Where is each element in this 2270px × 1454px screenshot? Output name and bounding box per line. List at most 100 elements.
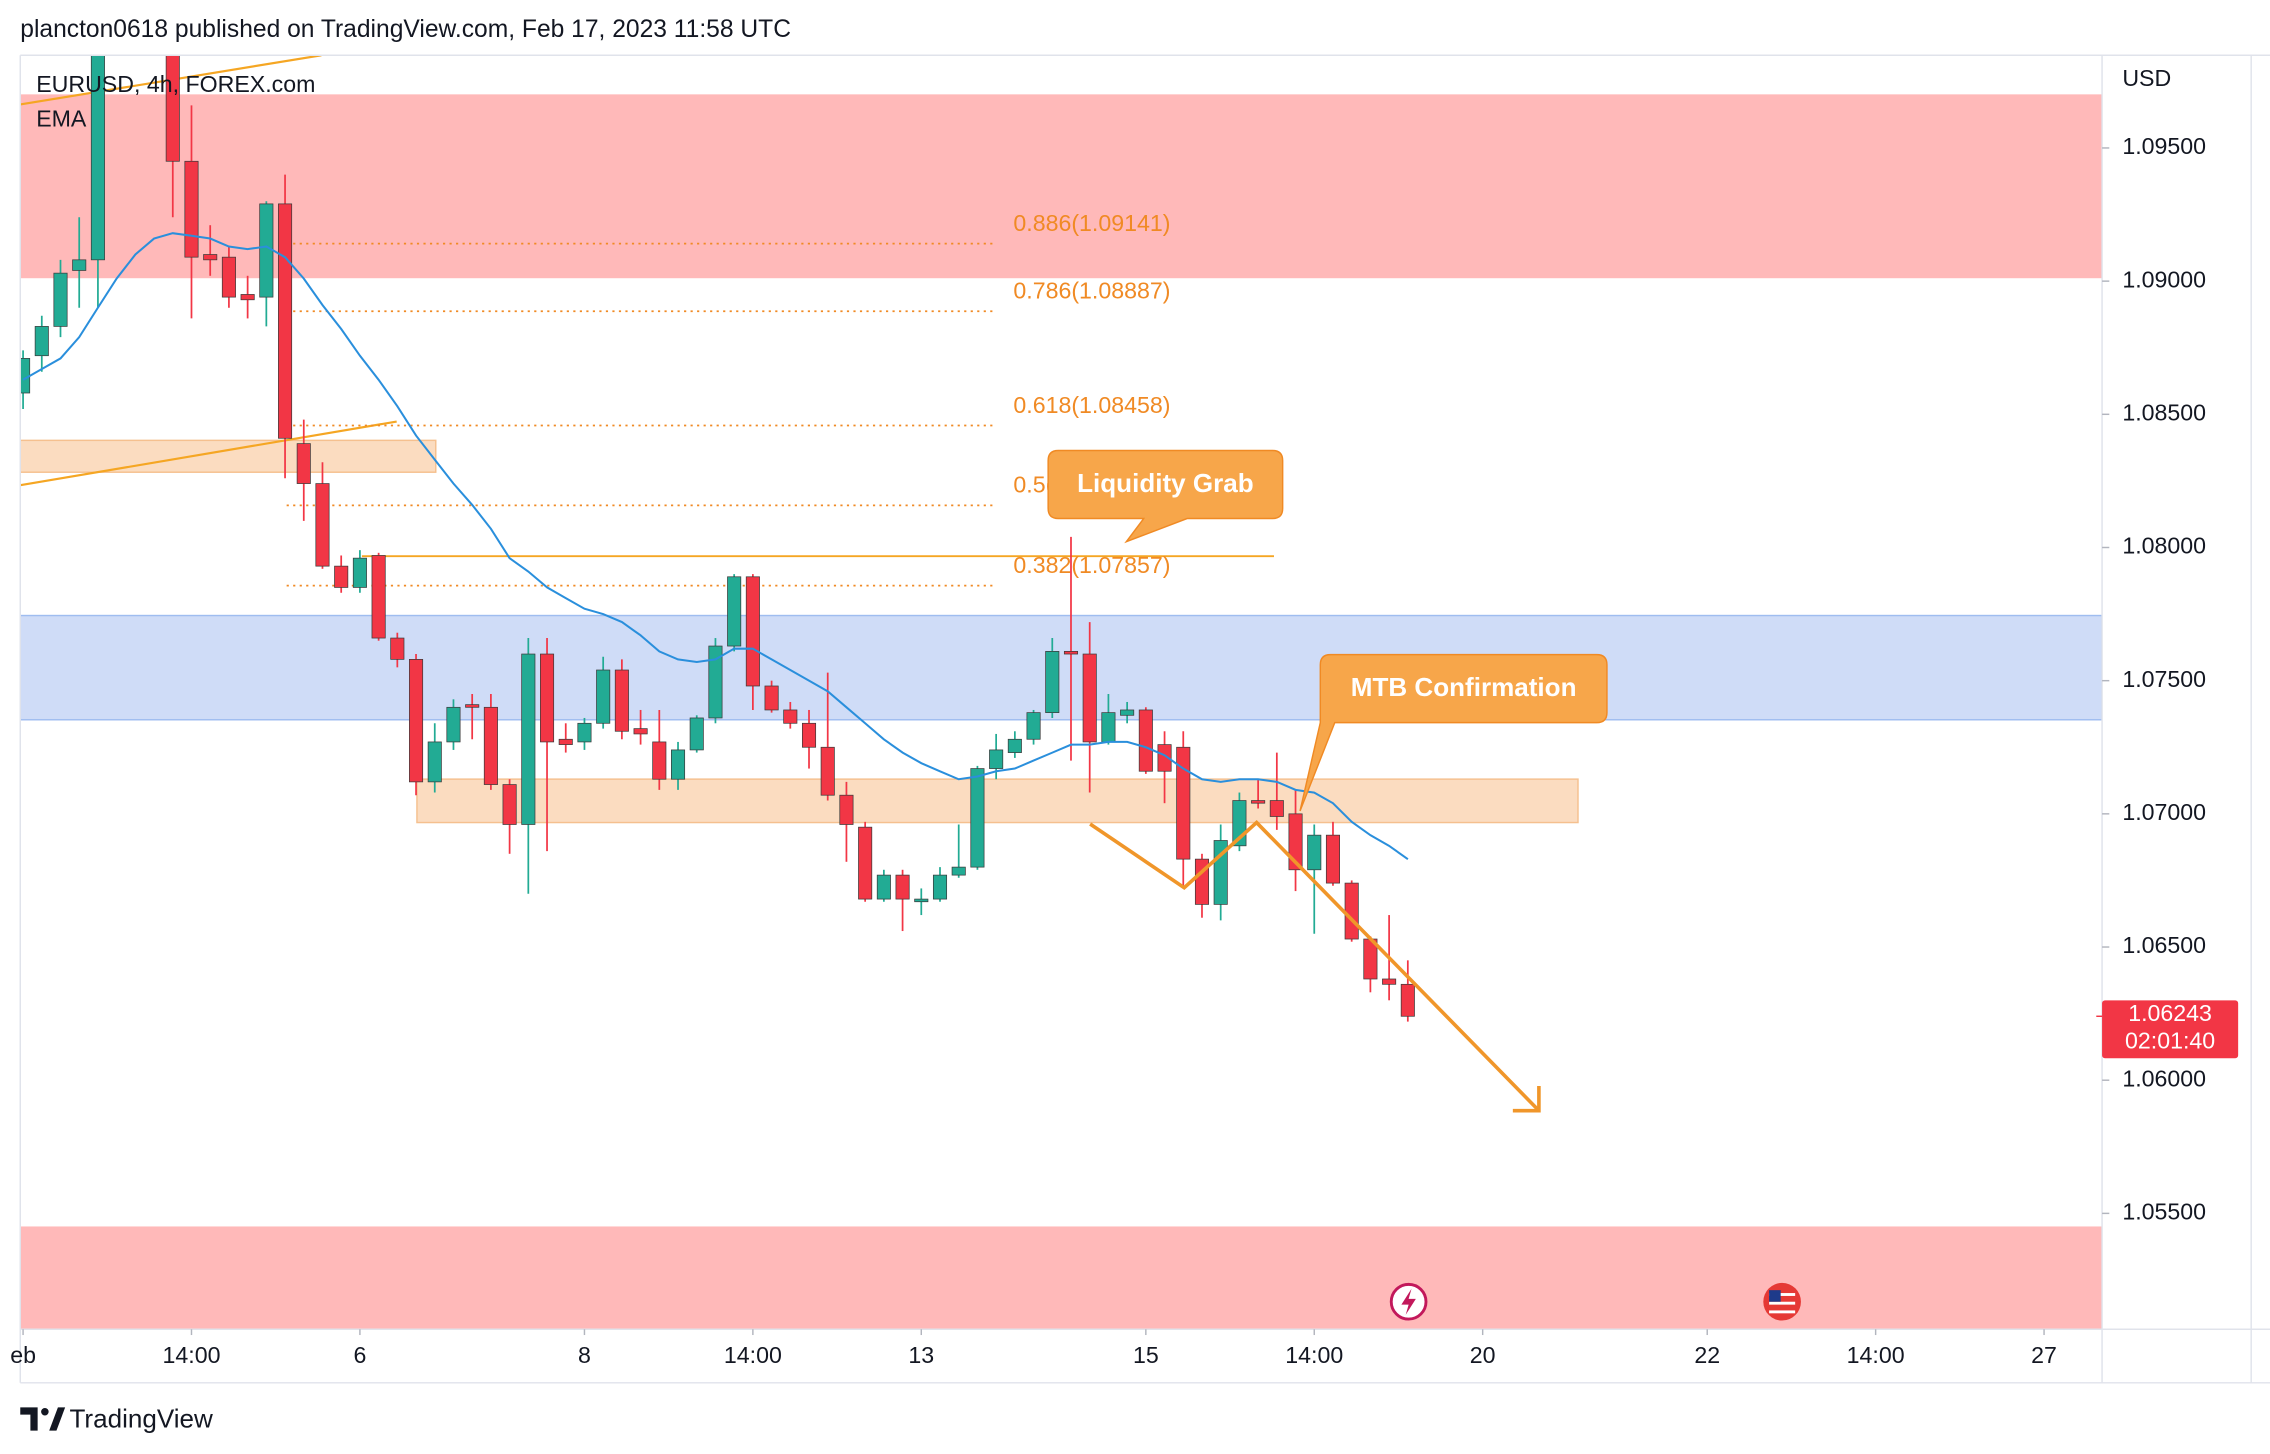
candle-body [633,728,648,735]
order-block [416,778,1579,824]
x-tick-label: 20 [1470,1342,1496,1368]
candle-body [1138,709,1153,772]
countdown-label: 02:01:40 [2125,1027,2215,1053]
lightning-icon [1401,1288,1416,1315]
candle-body [53,272,68,327]
candle-body [296,443,311,484]
y-tick-label: 1.09000 [2122,266,2206,292]
flag-stripe [1769,1293,1796,1296]
candle-body [184,160,199,258]
candle-body [409,658,424,783]
candle-body [745,576,760,687]
y-tick-label: 1.06000 [2122,1065,2206,1091]
x-tick-label: 22 [1694,1342,1720,1368]
candle-body [876,874,891,900]
candle-body [970,768,985,868]
x-tick-label: 27 [2031,1342,2057,1368]
x-tick-label: 8 [578,1342,591,1368]
candle-body [521,653,536,825]
candle-body [540,653,555,743]
candle-body [1026,712,1041,740]
logo-mark [49,1407,66,1431]
y-tick-label: 1.07500 [2122,666,2206,692]
candle-body [371,555,386,639]
y-tick-label: 1.08500 [2122,399,2206,425]
flag-stripe [1769,1310,1796,1314]
candle-body [221,256,236,298]
candle-body [390,637,405,660]
callout-text: Liquidity Grab [1077,468,1254,498]
indicator-legend: EMA [36,106,87,132]
flag-canton [1769,1290,1781,1302]
candles [20,55,1415,1022]
candle-body [334,565,349,588]
candle-body [764,685,779,711]
candle-body [1400,983,1415,1017]
candle-body [1344,882,1359,940]
x-tick-label: 14:00 [1847,1342,1905,1368]
y-tick-label: 1.08000 [2122,533,2206,559]
y-tick-label: 1.07000 [2122,799,2206,825]
candle-body [1382,978,1397,985]
footer-logo [20,1407,66,1431]
y-tick-label: 1.05500 [2122,1199,2206,1225]
x-tick-label: 14:00 [163,1342,221,1368]
candle-body [1269,800,1284,817]
candle-body [708,645,723,719]
candle-body [502,784,517,825]
footer-brand: TradingView [69,1403,213,1433]
candle-body [1157,744,1172,772]
y-tick-label: 1.06500 [2122,932,2206,958]
candle-body [240,294,255,301]
ema-line [22,232,1409,861]
publish-header: plancton0618 published on TradingView.co… [20,16,791,43]
x-tick-label: eb [10,1342,36,1368]
trend-line [20,420,397,487]
candle-body [1082,653,1097,743]
last-price-label: 1.06243 [2128,1000,2212,1026]
candle-body [203,254,218,261]
logo-mark [20,1407,38,1431]
candle-body [932,874,948,900]
candle-body [90,55,105,261]
candle-body [1045,651,1060,713]
fib-label: 0.618(1.08458) [1013,392,1170,418]
logo-mark [41,1408,49,1416]
callout-box [1299,653,1608,812]
x-tick-label: 6 [353,1342,366,1368]
candle-body [596,669,611,724]
candle-body [483,706,498,785]
candle-body [446,706,461,743]
fib-label: 0.786(1.08887) [1013,278,1170,304]
fib-label: 0.886(1.09141) [1013,210,1170,236]
candle-body [1325,834,1340,884]
fib-label: 0.382(1.07857) [1013,552,1170,578]
candle-body [259,203,274,298]
x-tick-label: 14:00 [724,1342,782,1368]
callout-box [1047,449,1284,544]
candle-body [783,709,798,724]
candle-body [951,866,966,876]
flag-stripe [1769,1301,1796,1305]
candle-body [1063,651,1079,655]
price-axis: 1.09500 1.09000 1.08500 1.08000 1.07500 1.070… [2102,133,2206,1225]
currency-label: USD [2122,65,2171,91]
projection-arrow [1089,820,1541,1112]
candle-body [1120,709,1135,716]
candle-body [614,669,629,732]
candle-body [1288,813,1303,871]
candle-body [1101,712,1116,743]
supply-zone [20,94,2103,279]
candle-body [278,203,293,439]
order-block [20,439,437,473]
candle-body [839,794,854,825]
x-tick-label: 14:00 [1285,1342,1343,1368]
candle-body [1251,800,1266,804]
fib-levels: 0.886(1.09141) 0.786(1.08887) 0.618(1.0845… [286,210,1170,587]
candle-body [989,749,1004,769]
resistance-zone [20,614,2103,721]
callout-text: MTB Confirmation [1351,672,1577,702]
candle-body [465,704,480,708]
y-tick-label: 1.09500 [2122,133,2206,159]
